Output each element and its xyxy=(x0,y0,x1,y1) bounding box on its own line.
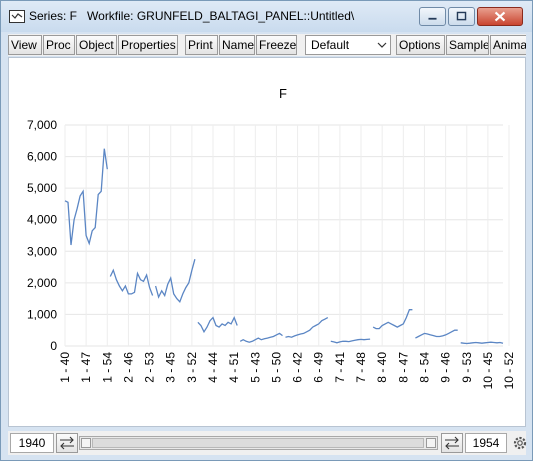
x-tick-label: 8 - 47 xyxy=(396,352,410,383)
x-tick-label: 4 - 51 xyxy=(227,352,241,383)
x-tick-label: 3 - 45 xyxy=(164,352,178,383)
series-line-segment-4 xyxy=(197,315,238,334)
graph-template-select[interactable]: Default xyxy=(305,35,391,55)
maximize-button[interactable] xyxy=(448,7,475,26)
series-line-segment-3 xyxy=(154,259,196,304)
graph-template-value: Default xyxy=(311,38,350,52)
view-button[interactable]: View xyxy=(8,35,42,55)
object-button[interactable]: Object xyxy=(76,35,117,55)
y-tick-label: 6,000 xyxy=(27,150,57,164)
x-tick-label: 1 - 47 xyxy=(79,352,93,383)
x-tick-label: 4 - 44 xyxy=(206,352,220,383)
sample-statusbar: 1940 1954 xyxy=(8,431,528,455)
print-button[interactable]: Print xyxy=(185,35,218,55)
y-tick-label: 7,000 xyxy=(27,118,57,132)
series-line-segment-7 xyxy=(330,338,371,344)
series-line-segment-10 xyxy=(460,341,504,345)
x-tick-label: 5 - 43 xyxy=(248,352,262,383)
title-series: Series: F xyxy=(29,9,78,23)
scrollbar-right-handle[interactable] xyxy=(426,438,436,448)
x-tick-label: 10 - 45 xyxy=(481,352,495,390)
x-tick-label: 7 - 48 xyxy=(354,352,368,383)
shift-end-arrows[interactable] xyxy=(441,433,463,453)
title-bar[interactable]: Series: F Workfile: GRUNFELD_BALTAGI_PAN… xyxy=(1,1,532,32)
swap-arrows-icon xyxy=(445,436,459,450)
x-tick-label: 7 - 41 xyxy=(333,352,347,383)
chart-title: F xyxy=(279,86,287,101)
series-line-segment-2 xyxy=(109,268,154,296)
x-tick-label: 3 - 52 xyxy=(185,352,199,383)
y-tick-label: 4,000 xyxy=(27,213,57,227)
x-tick-label: 2 - 46 xyxy=(121,352,135,383)
y-tick-label: 0 xyxy=(50,339,57,353)
x-tick-label: 2 - 53 xyxy=(143,352,157,383)
shift-start-arrows[interactable] xyxy=(56,433,78,453)
proc-button[interactable]: Proc xyxy=(43,35,75,55)
animate-button[interactable]: Anima xyxy=(490,35,526,55)
name-button[interactable]: Name xyxy=(219,35,255,55)
x-tick-label: 8 - 54 xyxy=(417,352,431,383)
y-tick-label: 2,000 xyxy=(27,276,57,290)
properties-button[interactable]: Properties xyxy=(118,35,178,55)
scrollbar-left-handle[interactable] xyxy=(81,438,91,448)
swap-arrows-icon xyxy=(60,436,74,450)
x-tick-label: 8 - 40 xyxy=(375,352,389,383)
graph-area: F 0 1,000 2,000 3,000 4,000 5,000 6,000 7,000 1… xyxy=(8,57,526,427)
minimize-button[interactable] xyxy=(419,7,446,26)
series-line-segment-8 xyxy=(372,309,413,330)
title-workfile: Workfile: GRUNFELD_BALTAGI_PANEL::Untitl… xyxy=(87,9,355,23)
sample-end: 1954 xyxy=(465,433,507,453)
series-line-segment-1 xyxy=(64,148,108,246)
series-line-segment-6 xyxy=(285,317,329,338)
sample-start: 1940 xyxy=(10,433,54,453)
x-tick-label: 9 - 46 xyxy=(439,352,453,383)
toolbar: View Proc Object Properties Print Name F… xyxy=(8,34,526,56)
window-title: Series: F Workfile: GRUNFELD_BALTAGI_PAN… xyxy=(29,9,354,23)
x-tick-label: 1 - 54 xyxy=(100,352,114,383)
gear-icon[interactable] xyxy=(512,435,528,451)
scrollbar-thumb[interactable] xyxy=(92,438,424,448)
freeze-button[interactable]: Freeze xyxy=(256,35,297,55)
sample-button[interactable]: Sample xyxy=(446,35,489,55)
series-line-segment-5 xyxy=(239,332,283,343)
chevron-down-icon xyxy=(377,42,387,48)
x-tick-label: 5 - 50 xyxy=(269,352,283,383)
x-tick-label: 9 - 53 xyxy=(460,352,474,383)
series-window-icon xyxy=(9,10,25,23)
series-line-segment-9 xyxy=(415,329,458,339)
line-chart: F 0 1,000 2,000 3,000 4,000 5,000 6,000 7,000 1… xyxy=(27,86,516,390)
y-tick-label: 5,000 xyxy=(27,181,57,195)
close-button[interactable] xyxy=(477,7,523,26)
y-tick-label: 1,000 xyxy=(27,307,57,321)
x-tick-label: 6 - 42 xyxy=(291,352,305,383)
sample-scrollbar[interactable] xyxy=(79,436,438,450)
x-tick-label: 10 - 52 xyxy=(502,352,516,390)
y-tick-label: 3,000 xyxy=(27,244,57,258)
options-button[interactable]: Options xyxy=(396,35,445,55)
x-tick-label: 6 - 49 xyxy=(312,352,326,383)
x-tick-label: 1 - 40 xyxy=(58,352,72,383)
